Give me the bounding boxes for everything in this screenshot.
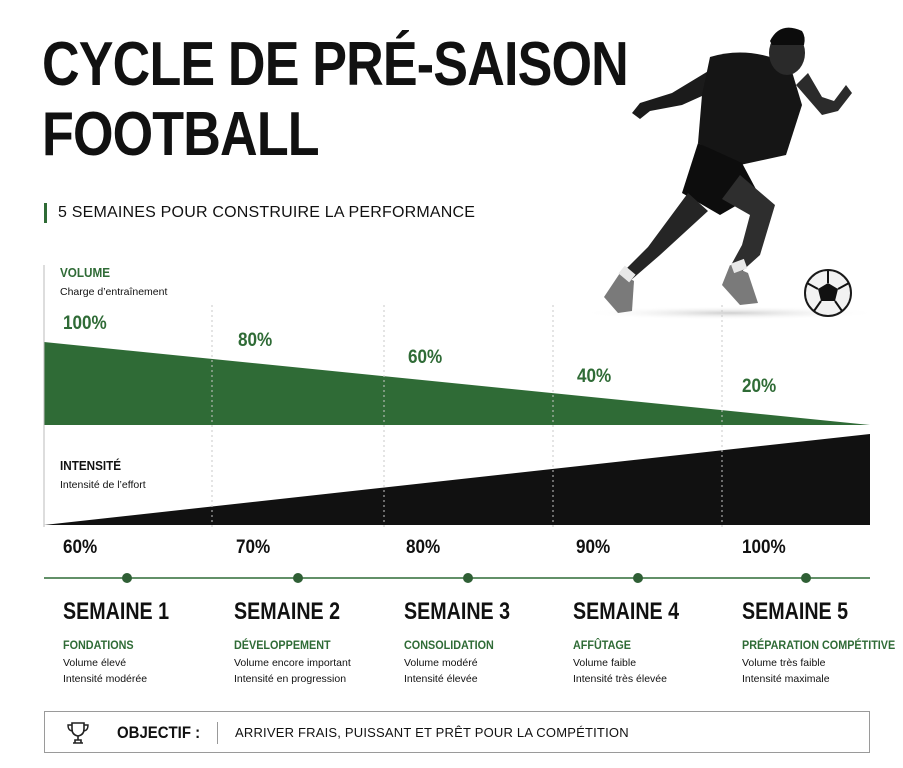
intensity-value-week-1: 60%: [63, 537, 98, 558]
week-volume-note: Volume très faible: [742, 657, 826, 669]
week-column-1: SEMAINE 1 FONDATIONS Volume élevé Intensité…: [63, 598, 233, 687]
intensity-label: INTENSITÉ: [60, 458, 122, 473]
week-intensity-note: Intensité maximale: [742, 673, 830, 685]
week-title: SEMAINE 2: [234, 598, 341, 625]
intensity-sublabel: Intensité de l’effort: [60, 479, 146, 491]
volume-value-week-4: 40%: [577, 366, 612, 387]
week-title: SEMAINE 4: [573, 598, 680, 625]
objective-text: ARRIVER FRAIS, PUISSANT ET PRÊT POUR LA …: [235, 725, 629, 740]
week-phase: CONSOLIDATION: [404, 638, 494, 652]
week-intensity-note: Intensité modérée: [63, 673, 148, 685]
title-line-2: FOOTBALL: [42, 100, 320, 169]
week-column-2: SEMAINE 2 DÉVELOPPEMENT Volume encore impo…: [234, 598, 404, 687]
title-line-1: CYCLE DE PRÉ-SAISON: [42, 30, 629, 99]
week-phase: PRÉPARATION COMPÉTITIVE: [742, 638, 896, 652]
volume-value-week-1: 100%: [63, 313, 107, 334]
week-column-5: SEMAINE 5 PRÉPARATION COMPÉTITIVE Volume t…: [742, 598, 903, 687]
objective-separator: [217, 722, 218, 744]
intensity-area: [44, 434, 870, 525]
volume-value-week-2: 80%: [238, 330, 273, 351]
objective-box: OBJECTIF : ARRIVER FRAIS, PUISSANT ET PR…: [44, 711, 870, 753]
intensity-value-week-3: 80%: [406, 537, 441, 558]
timeline-dot-5: [801, 573, 811, 583]
subtitle-accent-bar: [44, 203, 47, 223]
week-title: SEMAINE 1: [63, 598, 170, 625]
football-player-image: [590, 27, 880, 320]
intensity-value-week-5: 100%: [742, 537, 786, 558]
week-volume-note: Volume modéré: [404, 657, 478, 669]
week-title: SEMAINE 3: [404, 598, 511, 625]
trophy-icon: [67, 722, 89, 744]
week-title: SEMAINE 5: [742, 598, 849, 625]
volume-value-week-5: 20%: [742, 376, 777, 397]
timeline-dot-4: [633, 573, 643, 583]
week-volume-note: Volume encore important: [234, 657, 351, 669]
intensity-value-week-4: 90%: [576, 537, 611, 558]
timeline-dot-3: [463, 573, 473, 583]
week-intensity-note: Intensité élevée: [404, 673, 478, 685]
volume-sublabel: Charge d’entraînement: [60, 286, 168, 298]
week-volume-note: Volume élevé: [63, 657, 127, 669]
timeline-dot-2: [293, 573, 303, 583]
intensity-value-week-2: 70%: [236, 537, 271, 558]
week-intensity-note: Intensité en progression: [234, 673, 347, 685]
timeline-dot-1: [122, 573, 132, 583]
volume-label: VOLUME: [60, 265, 111, 280]
week-phase: AFFÛTAGE: [573, 638, 631, 652]
week-column-3: SEMAINE 3 CONSOLIDATION Volume modéré Inten…: [404, 598, 574, 687]
week-phase: DÉVELOPPEMENT: [234, 638, 331, 652]
week-volume-note: Volume faible: [573, 657, 637, 669]
week-phase: FONDATIONS: [63, 638, 134, 652]
objective-label: OBJECTIF :: [117, 723, 201, 742]
week-intensity-note: Intensité très élevée: [573, 673, 667, 685]
page-title: CYCLE DE PRÉ-SAISON FOOTBALL: [42, 30, 629, 170]
subtitle: 5 SEMAINES POUR CONSTRUIRE LA PERFORMANC…: [58, 204, 476, 221]
volume-value-week-3: 60%: [408, 347, 443, 368]
week-column-4: SEMAINE 4 AFFÛTAGE Volume faible Intensité …: [573, 598, 743, 687]
